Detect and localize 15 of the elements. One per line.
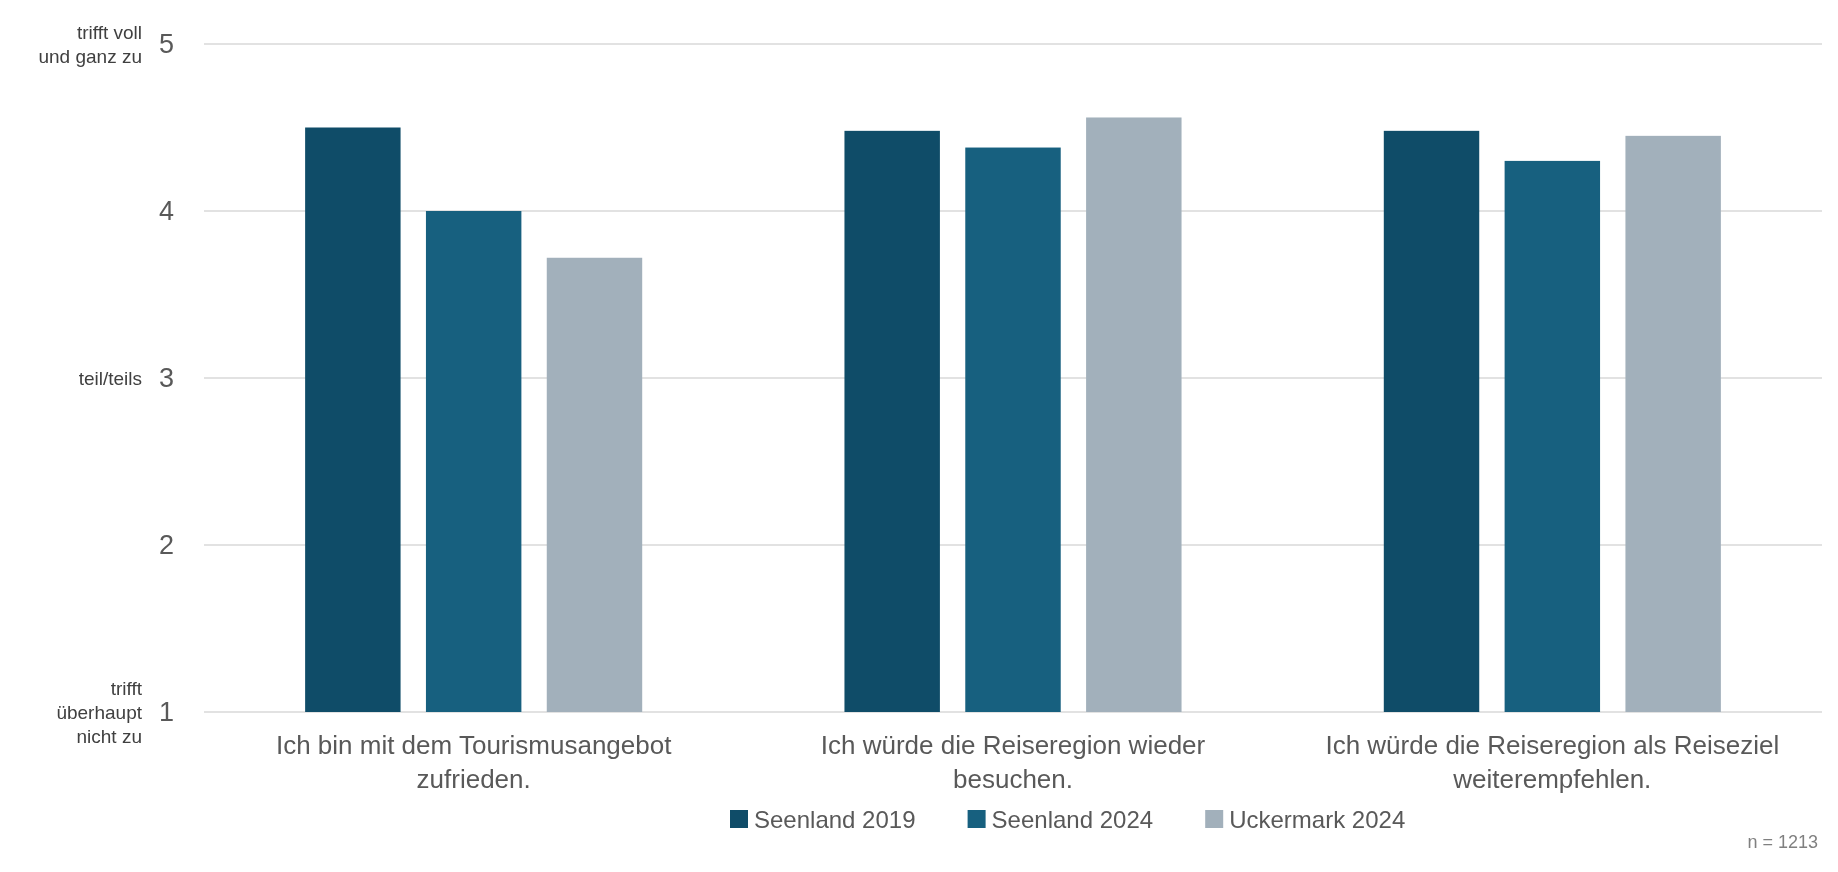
legend-label: Uckermark 2024: [1229, 806, 1406, 834]
y-tick-label: 1: [158, 697, 174, 728]
y-tick-label: 3: [158, 363, 174, 394]
text: n = 1213: [1747, 832, 1818, 852]
text: teil/teils: [78, 367, 142, 389]
x-tick-label: Ich würde die Reiseregion wieder besuchen.: [820, 730, 1206, 794]
x-tick-label: Ich bin mit dem Tourismusangebot zufrieden.: [275, 730, 673, 794]
x-tick-label: Ich würde die Reiseregion als Reiseziel weiterempfehlen.: [1325, 730, 1780, 794]
legend-label: Seenland 2019: [754, 806, 916, 834]
text: trifft voll und ganz zu: [38, 21, 142, 67]
y-tick-label: 5: [158, 29, 174, 60]
text: trifft überhaupt nicht zu: [56, 677, 143, 747]
legend-label: Seenland 2024: [991, 806, 1154, 834]
y-tick-label: 2: [158, 530, 174, 561]
y-tick-label: 4: [158, 196, 174, 227]
